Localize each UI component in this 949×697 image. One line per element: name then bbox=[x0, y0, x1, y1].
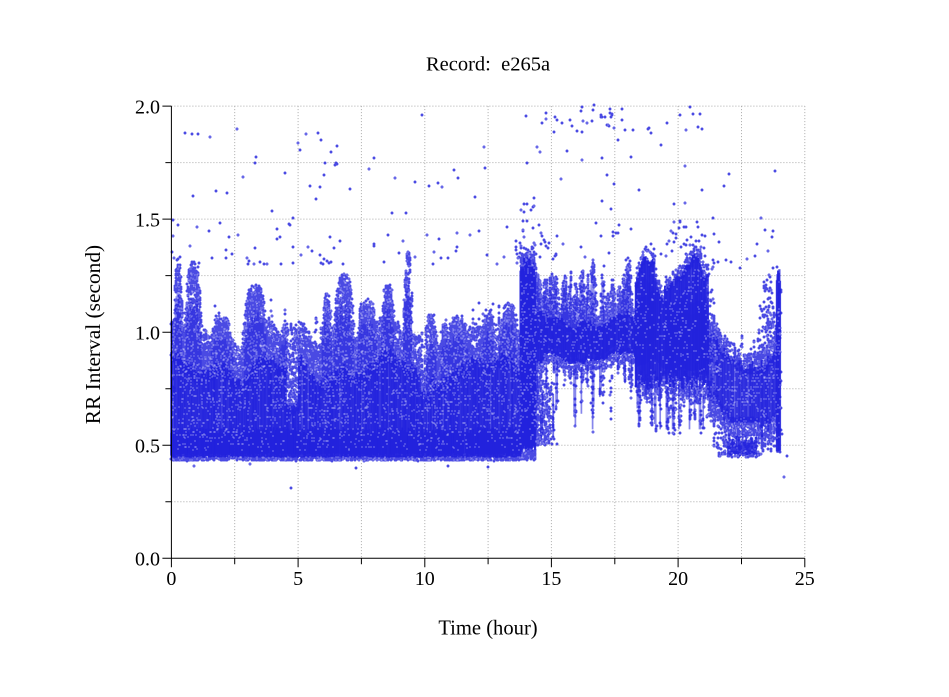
svg-text:5: 5 bbox=[293, 568, 303, 590]
svg-text:1.0: 1.0 bbox=[135, 323, 160, 345]
svg-text:20: 20 bbox=[668, 568, 688, 590]
svg-text:0: 0 bbox=[166, 568, 176, 590]
svg-text:10: 10 bbox=[415, 568, 435, 590]
svg-text:0.5: 0.5 bbox=[135, 436, 160, 458]
svg-text:Record: e265a: Record: e265a bbox=[426, 53, 550, 75]
svg-text:25: 25 bbox=[795, 568, 815, 590]
svg-text:RR Interval (second): RR Interval (second) bbox=[81, 245, 105, 424]
svg-text:2.0: 2.0 bbox=[135, 96, 160, 118]
svg-text:1.5: 1.5 bbox=[135, 209, 160, 231]
svg-text:Time (hour): Time (hour) bbox=[438, 617, 537, 639]
svg-text:0.0: 0.0 bbox=[135, 549, 160, 571]
svg-text:15: 15 bbox=[541, 568, 561, 590]
